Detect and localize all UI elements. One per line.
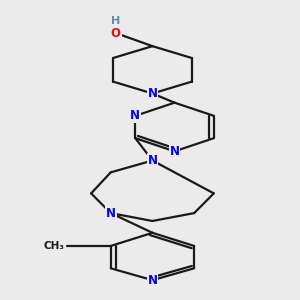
Text: N: N (148, 87, 158, 100)
Text: N: N (148, 274, 158, 286)
Text: CH₃: CH₃ (44, 241, 65, 251)
Text: N: N (169, 145, 179, 158)
Text: N: N (148, 154, 158, 167)
Text: N: N (106, 207, 116, 220)
Text: N: N (130, 109, 140, 122)
Text: O: O (111, 26, 121, 40)
Text: H: H (111, 16, 120, 26)
